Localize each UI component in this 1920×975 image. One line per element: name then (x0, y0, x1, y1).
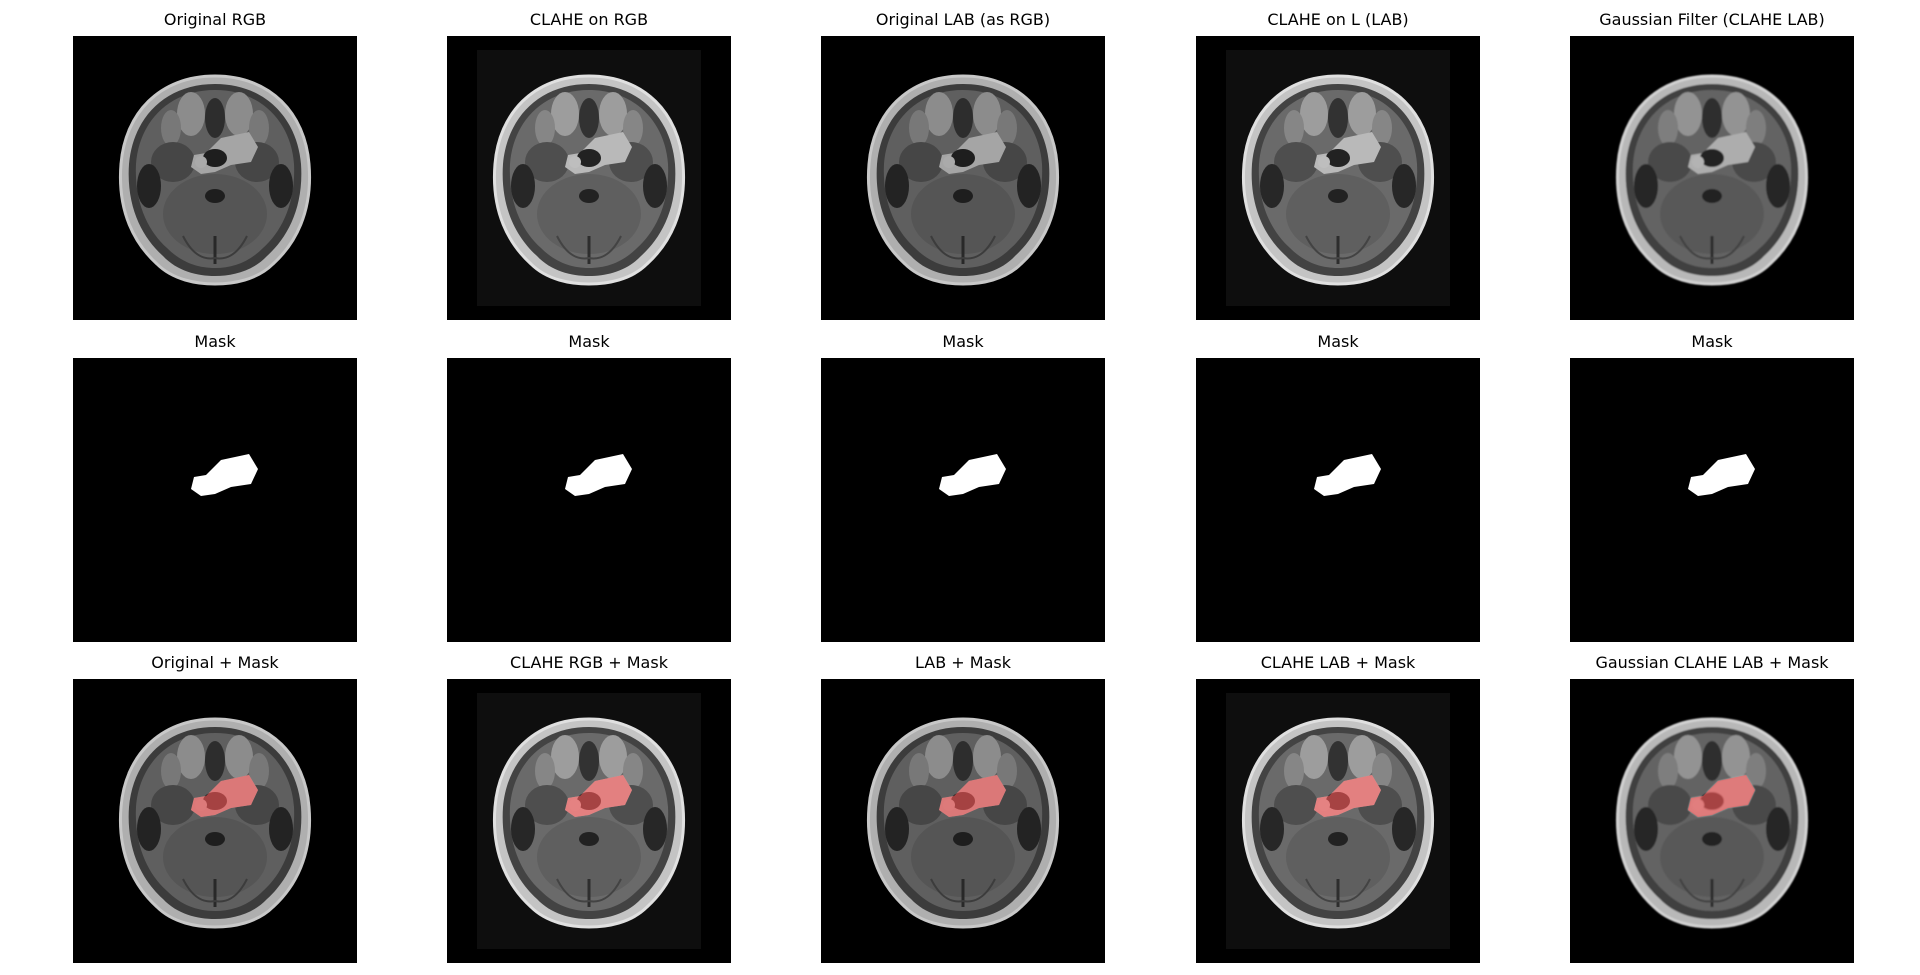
mask-image (821, 358, 1105, 642)
mask-image (73, 358, 357, 642)
panel-title: Original LAB (as RGB) (875, 10, 1051, 29)
panel-title: CLAHE on L (LAB) (1267, 10, 1409, 29)
mri-image (1196, 36, 1480, 320)
mri-image (73, 36, 357, 320)
panel-title: Mask (1317, 332, 1359, 351)
panel-title: CLAHE on RGB (529, 10, 649, 29)
panel-title: Gaussian Filter (CLAHE LAB) (1599, 10, 1825, 29)
mask-image (447, 358, 731, 642)
mri-image (447, 36, 731, 320)
overlay-image (73, 679, 357, 963)
panel-title: Original RGB (163, 10, 267, 29)
mask-image (1196, 358, 1480, 642)
panel-title: Original + Mask (151, 653, 279, 672)
overlay-image (447, 679, 731, 963)
panel-title: LAB + Mask (915, 653, 1011, 672)
overlay-image (1196, 679, 1480, 963)
panel-title: Mask (194, 332, 236, 351)
panel-title: Mask (568, 332, 610, 351)
panel-title: Mask (1691, 332, 1733, 351)
mri-image (1570, 36, 1854, 320)
panel-title: Gaussian CLAHE LAB + Mask (1595, 653, 1829, 672)
mri-image (821, 36, 1105, 320)
panel-title: CLAHE LAB + Mask (1260, 653, 1416, 672)
overlay-image (1570, 679, 1854, 963)
overlay-image (821, 679, 1105, 963)
mask-image (1570, 358, 1854, 642)
panel-title: CLAHE RGB + Mask (510, 653, 668, 672)
panel-title: Mask (942, 332, 984, 351)
